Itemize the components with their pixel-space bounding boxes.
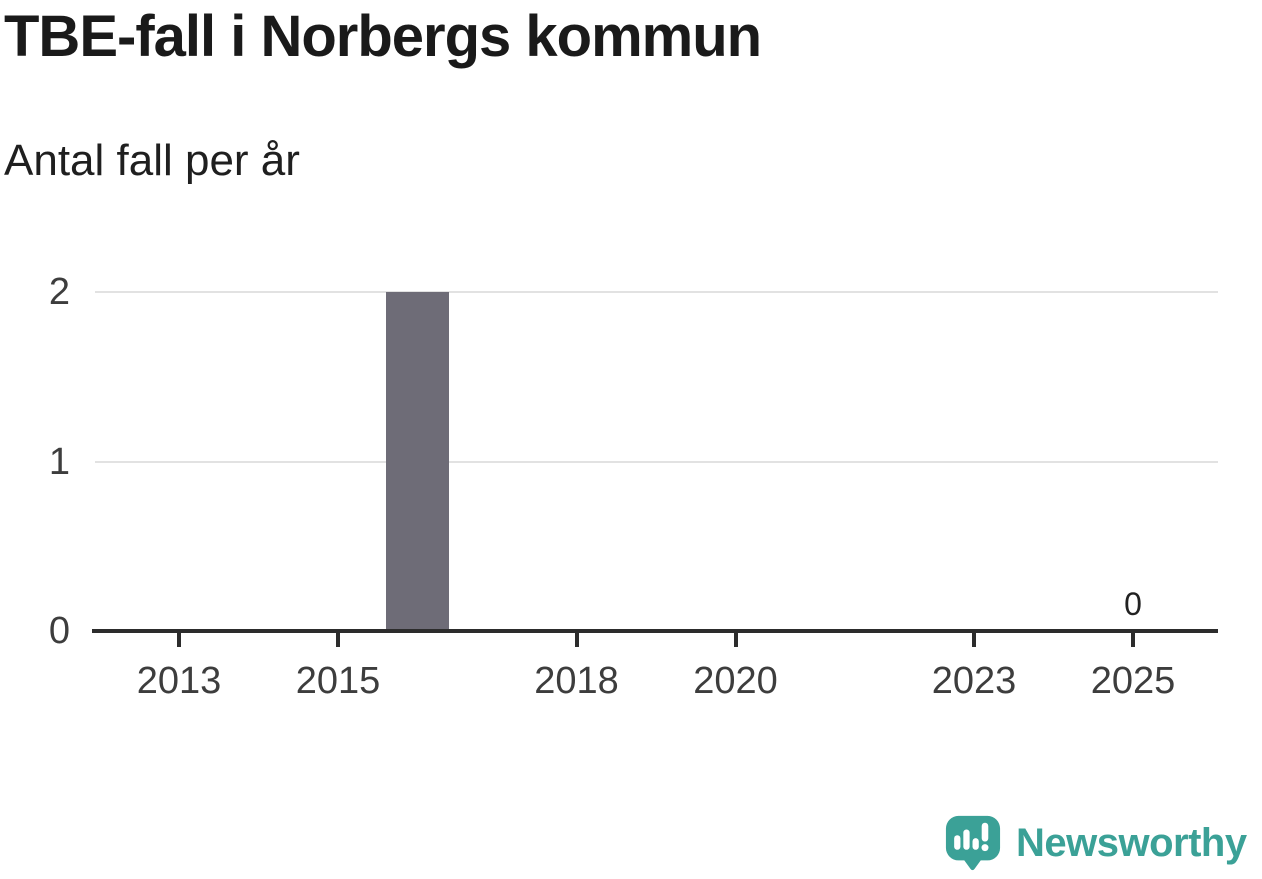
x-axis-tick [336,633,340,647]
y-tick-label: 1 [48,440,70,483]
y-tick-label: 2 [48,271,70,313]
plot-area: 0 1 2 2013 2015 2018 2020 2023 2025 0 [48,271,1218,702]
logo-exclamation-bar [981,822,989,842]
x-axis-tick [574,633,579,647]
x-tick-label: 2015 [295,660,381,702]
logo-bar-2 [963,829,970,850]
newsworthy-speech-bubble-bar-chart-icon [945,815,1001,871]
gridline [95,460,1218,463]
newsworthy-wordmark: Newsworthy [1016,821,1247,865]
chart-title: TBE-fall i Norbergs kommun [4,4,762,69]
x-axis-line [92,629,1218,633]
x-axis-tick [972,633,976,647]
x-tick-label: 2018 [534,660,619,702]
bar [386,292,449,631]
logo-bar-3 [972,838,979,850]
x-tick-label: 2020 [693,660,778,702]
x-tick-label: 2025 [1090,660,1176,702]
x-axis-tick [177,633,181,647]
x-tick-label: 2013 [136,660,222,702]
logo-bar-1 [954,835,961,850]
logo-exclamation-dot [981,844,989,852]
x-axis-tick [733,633,738,647]
x-axis-tick [1131,633,1135,647]
bar-value-label: 0 [1124,586,1142,622]
gridline [95,291,1218,293]
x-tick-label: 2023 [931,660,1017,702]
y-tick-label: 0 [48,610,70,652]
newsworthy-logo: Newsworthy [944,812,1247,874]
chart-subtitle: Antal fall per år [4,136,300,185]
